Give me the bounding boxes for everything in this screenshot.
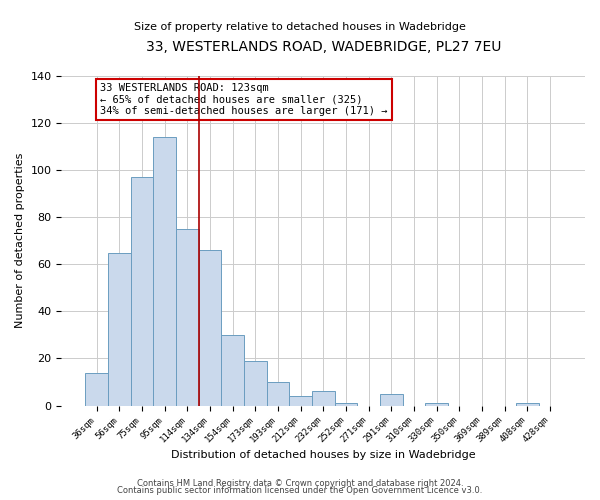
Bar xyxy=(108,252,131,406)
Bar xyxy=(380,394,403,406)
X-axis label: Distribution of detached houses by size in Wadebridge: Distribution of detached houses by size … xyxy=(171,450,476,460)
Bar xyxy=(244,361,266,406)
Bar xyxy=(221,335,244,406)
Y-axis label: Number of detached properties: Number of detached properties xyxy=(15,153,25,328)
Bar xyxy=(176,229,199,406)
Bar xyxy=(266,382,289,406)
Bar xyxy=(131,177,153,406)
Bar xyxy=(153,137,176,406)
Bar xyxy=(312,392,335,406)
Bar xyxy=(289,396,312,406)
Bar xyxy=(425,403,448,406)
Bar xyxy=(199,250,221,406)
Bar xyxy=(335,403,357,406)
Text: Contains public sector information licensed under the Open Government Licence v3: Contains public sector information licen… xyxy=(118,486,482,495)
Text: Contains HM Land Registry data © Crown copyright and database right 2024.: Contains HM Land Registry data © Crown c… xyxy=(137,478,463,488)
Title: 33, WESTERLANDS ROAD, WADEBRIDGE, PL27 7EU: 33, WESTERLANDS ROAD, WADEBRIDGE, PL27 7… xyxy=(146,40,501,54)
Bar xyxy=(516,403,539,406)
Bar xyxy=(85,372,108,406)
Text: Size of property relative to detached houses in Wadebridge: Size of property relative to detached ho… xyxy=(134,22,466,32)
Text: 33 WESTERLANDS ROAD: 123sqm
← 65% of detached houses are smaller (325)
34% of se: 33 WESTERLANDS ROAD: 123sqm ← 65% of det… xyxy=(100,83,388,116)
